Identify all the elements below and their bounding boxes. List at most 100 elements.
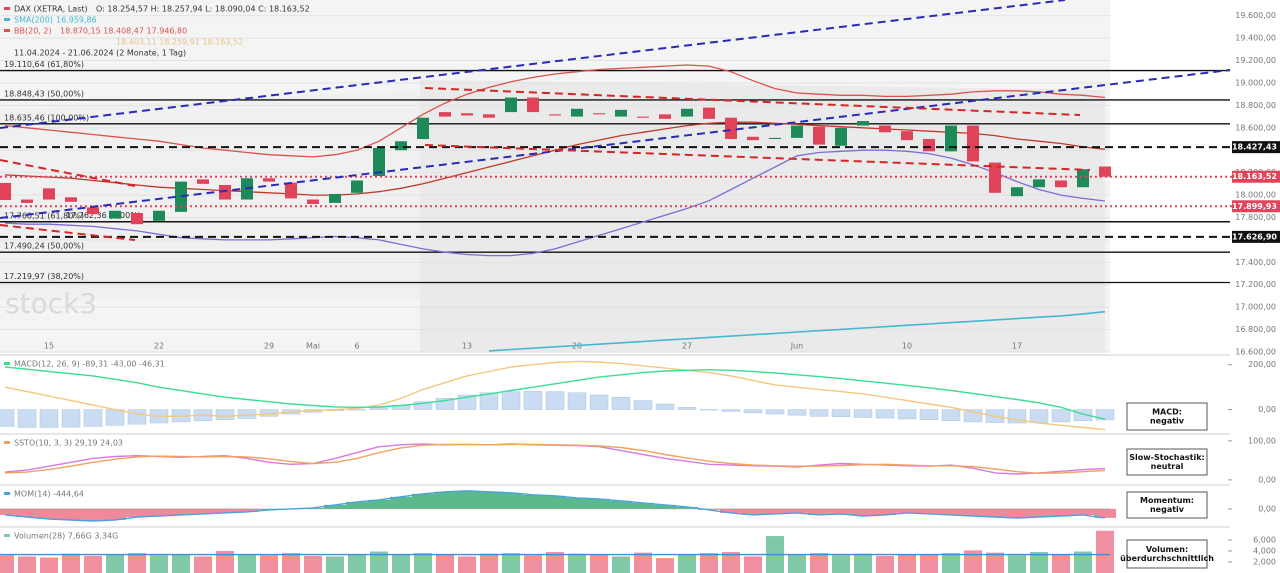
area-segment: [324, 504, 346, 509]
area-segment: [786, 508, 808, 513]
candle: [219, 184, 231, 200]
bar: [744, 556, 762, 573]
candle: [967, 125, 979, 162]
candle: [1011, 187, 1023, 197]
bar: [876, 555, 894, 573]
y-tick-label: 2,000: [1253, 557, 1276, 566]
trend-line: [0, 0, 1066, 129]
bar: [986, 552, 1004, 573]
area-segment: [522, 494, 544, 509]
area-segment: [676, 506, 698, 509]
candle: [571, 108, 583, 117]
bar: [1095, 409, 1115, 421]
area-segment: [654, 504, 676, 509]
x-tick-label: Jun: [790, 342, 804, 351]
signal-box: [1126, 448, 1208, 476]
candle: [593, 113, 605, 115]
area-segment: [632, 502, 654, 509]
legend-ohlc: O: 18.254,57 H: 18.257,94 L: 18.090,04 C…: [96, 5, 310, 14]
candle: [153, 210, 165, 221]
bar: [699, 409, 719, 411]
area-segment: [390, 496, 412, 509]
bar: [964, 550, 982, 573]
area-segment: [588, 498, 610, 509]
candle: [901, 131, 913, 141]
legend-value: 18.403,11 18.259,91 18.163,52: [116, 38, 243, 47]
bar: [105, 409, 125, 426]
area-segment: [874, 508, 896, 515]
bar: [457, 394, 477, 410]
bar: [216, 550, 234, 573]
area-segment: [1028, 508, 1050, 517]
legend-swatch: [4, 18, 10, 21]
bar: [1096, 530, 1114, 573]
candle: [703, 107, 715, 119]
y-tick-label: 17.400,00: [1235, 258, 1276, 267]
bar: [677, 407, 697, 410]
indicator-line: [4, 443, 1106, 475]
panel-legend: MACD(12, 26, 9) -89,31 -43,00 -46,31: [14, 360, 165, 369]
bar: [897, 409, 917, 420]
area-segment: [918, 508, 940, 514]
bar: [436, 554, 454, 573]
signal-text: Momentum:: [1140, 496, 1194, 505]
bar: [127, 409, 147, 425]
bar: [106, 554, 124, 573]
bar: [545, 391, 565, 410]
watermark: stock3: [5, 287, 97, 320]
candle: [131, 212, 143, 225]
bar: [502, 553, 520, 573]
area-segment: [566, 497, 588, 509]
y-tick-label: 18.000,00: [1235, 191, 1276, 200]
bar: [194, 556, 212, 573]
candle: [285, 182, 297, 199]
candle: [329, 193, 341, 203]
trend-line: [0, 224, 136, 241]
bar: [128, 553, 146, 573]
bar: [590, 554, 608, 573]
bar: [84, 555, 102, 573]
bar: [634, 552, 652, 573]
bar: [743, 409, 763, 414]
candle: [879, 125, 891, 133]
legend-swatch: [4, 441, 10, 444]
candle: [725, 117, 737, 140]
bar: [150, 555, 168, 573]
bar: [1030, 552, 1048, 573]
legend-value: 16.959,86: [56, 16, 97, 25]
bar: [1029, 409, 1049, 423]
area-segment: [0, 508, 16, 515]
candle: [857, 121, 869, 126]
bar: [370, 551, 388, 573]
signal-text: neutral: [1151, 462, 1184, 471]
bar: [1008, 555, 1026, 573]
area-segment: [1006, 508, 1028, 518]
candle: [615, 109, 627, 117]
candle: [395, 141, 407, 151]
area-segment: [742, 508, 764, 515]
indicator-line: [4, 64, 1106, 158]
bar: [898, 554, 916, 573]
bar: [1052, 554, 1070, 573]
candle: [65, 197, 77, 202]
bar: [260, 555, 278, 573]
y-tick-label: 18.800,00: [1235, 101, 1276, 110]
signal-text: Volumen:: [1146, 545, 1188, 554]
bar: [435, 398, 455, 410]
signal-text: Slow-Stochastik:: [1129, 453, 1204, 462]
y-tick-label: 19.600,00: [1235, 11, 1276, 20]
legend-title: DAX (XETRA, Last): [14, 5, 88, 14]
area-segment: [214, 508, 236, 513]
legend: DAX (XETRA, Last) O: 18.254,57 H: 18.257…: [4, 5, 310, 58]
candle: [351, 180, 363, 193]
candle: [21, 199, 33, 203]
bar: [304, 555, 322, 573]
bar: [1051, 409, 1071, 423]
bar: [809, 409, 829, 417]
fib-label: 18.635,46 (100,00%): [4, 113, 89, 122]
signal-text: negativ: [1150, 505, 1185, 514]
bar: [62, 553, 80, 573]
bar: [480, 553, 498, 573]
area-segment: [478, 491, 500, 509]
